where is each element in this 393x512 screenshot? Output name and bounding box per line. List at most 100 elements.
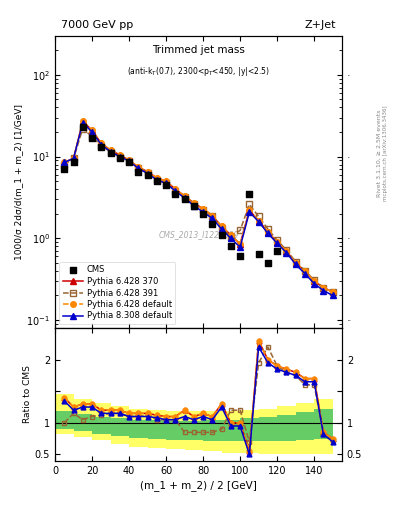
Pythia 6.428 default: [201, 206, 206, 212]
Pythia 8.308 default: [266, 230, 270, 237]
Pythia 8.308 default: [164, 180, 169, 186]
CMS: [70, 158, 77, 166]
Pythia 8.308 default: [191, 203, 196, 209]
Pythia 6.428 391: [90, 134, 94, 140]
Pythia 6.428 default: [228, 232, 233, 238]
Pythia 6.428 370: [62, 159, 67, 165]
Pythia 6.428 default: [108, 147, 113, 153]
Pythia 6.428 default: [127, 157, 131, 163]
Pythia 6.428 default: [284, 248, 289, 254]
Text: mcplots.cern.ch [arXiv:1306.3436]: mcplots.cern.ch [arXiv:1306.3436]: [383, 106, 387, 201]
Pythia 6.428 370: [90, 127, 94, 133]
CMS: [200, 209, 206, 218]
Pythia 8.308 default: [62, 159, 67, 165]
Pythia 6.428 370: [293, 260, 298, 266]
CMS: [228, 242, 234, 250]
Pythia 6.428 370: [173, 186, 178, 192]
Pythia 6.428 default: [145, 169, 150, 175]
Text: CMS_2013_I1224539: CMS_2013_I1224539: [158, 230, 239, 239]
Pythia 6.428 391: [256, 214, 261, 220]
Pythia 8.308 default: [321, 287, 326, 293]
Pythia 6.428 391: [228, 233, 233, 240]
Pythia 8.308 default: [247, 209, 252, 215]
CMS: [191, 202, 197, 210]
Pythia 6.428 391: [266, 226, 270, 232]
Pythia 6.428 default: [136, 164, 141, 170]
Pythia 8.308 default: [219, 226, 224, 232]
Pythia 6.428 370: [219, 223, 224, 229]
Pythia 6.428 default: [266, 229, 270, 235]
CMS: [117, 154, 123, 162]
Pythia 6.428 391: [191, 201, 196, 207]
CMS: [89, 134, 95, 142]
CMS: [209, 220, 215, 228]
Pythia 6.428 391: [284, 247, 289, 253]
Pythia 6.428 370: [312, 278, 316, 284]
Pythia 6.428 default: [62, 159, 67, 165]
Pythia 6.428 391: [118, 154, 122, 160]
Pythia 8.308 default: [256, 219, 261, 225]
Pythia 6.428 391: [71, 155, 76, 161]
Pythia 6.428 370: [136, 164, 141, 170]
Pythia 6.428 370: [164, 178, 169, 184]
Pythia 8.308 default: [108, 148, 113, 155]
Pythia 8.308 default: [182, 195, 187, 201]
CMS: [219, 231, 225, 239]
Pythia 8.308 default: [145, 170, 150, 177]
Pythia 8.308 default: [71, 155, 76, 161]
Pythia 6.428 391: [108, 148, 113, 155]
Legend: CMS, Pythia 6.428 370, Pythia 6.428 391, Pythia 6.428 default, Pythia 8.308 defa: CMS, Pythia 6.428 370, Pythia 6.428 391,…: [59, 262, 175, 324]
Line: Pythia 6.428 391: Pythia 6.428 391: [61, 126, 336, 295]
Pythia 8.308 default: [228, 235, 233, 241]
Text: (anti-k$_T$(0.7), 2300<p$_T$<450, |y|<2.5): (anti-k$_T$(0.7), 2300<p$_T$<450, |y|<2.…: [127, 65, 270, 78]
Pythia 6.428 391: [136, 165, 141, 172]
CMS: [80, 123, 86, 131]
Pythia 6.428 370: [118, 152, 122, 158]
Pythia 6.428 default: [303, 268, 307, 274]
Pythia 6.428 370: [247, 207, 252, 214]
Pythia 6.428 370: [256, 218, 261, 224]
Pythia 6.428 391: [154, 177, 159, 183]
Pythia 8.308 default: [293, 261, 298, 267]
CMS: [126, 158, 132, 166]
Pythia 8.308 default: [210, 216, 215, 222]
Pythia 6.428 391: [173, 188, 178, 194]
Pythia 6.428 370: [145, 169, 150, 175]
Pythia 6.428 370: [275, 239, 279, 245]
Pythia 6.428 370: [71, 155, 76, 161]
Pythia 6.428 370: [127, 157, 131, 163]
Pythia 6.428 370: [321, 285, 326, 291]
Pythia 6.428 391: [330, 289, 335, 295]
CMS: [98, 143, 105, 152]
Pythia 6.428 391: [99, 143, 104, 149]
Pythia 6.428 default: [118, 152, 122, 158]
Pythia 6.428 default: [154, 175, 159, 181]
Pythia 6.428 391: [219, 225, 224, 231]
Pythia 8.308 default: [154, 177, 159, 183]
Pythia 8.308 default: [238, 244, 242, 250]
Pythia 8.308 default: [173, 188, 178, 194]
Pythia 8.308 default: [330, 292, 335, 298]
Pythia 6.428 370: [238, 241, 242, 247]
Pythia 8.308 default: [127, 158, 131, 164]
Pythia 6.428 391: [238, 227, 242, 233]
Pythia 6.428 default: [293, 260, 298, 266]
Pythia 6.428 default: [219, 223, 224, 229]
Pythia 6.428 391: [164, 180, 169, 186]
Pythia 6.428 default: [164, 178, 169, 184]
Pythia 6.428 391: [62, 161, 67, 167]
CMS: [163, 181, 169, 189]
Pythia 6.428 391: [182, 194, 187, 200]
Pythia 6.428 391: [145, 170, 150, 176]
Pythia 6.428 default: [247, 207, 252, 214]
Pythia 6.428 default: [330, 289, 335, 295]
CMS: [265, 259, 271, 267]
Line: Pythia 8.308 default: Pythia 8.308 default: [61, 120, 336, 298]
Pythia 6.428 391: [303, 268, 307, 274]
Pythia 8.308 default: [118, 154, 122, 160]
Pythia 6.428 370: [81, 118, 85, 124]
Pythia 6.428 370: [99, 140, 104, 146]
CMS: [237, 252, 243, 261]
Pythia 6.428 default: [238, 241, 242, 247]
Pythia 6.428 370: [266, 229, 270, 235]
